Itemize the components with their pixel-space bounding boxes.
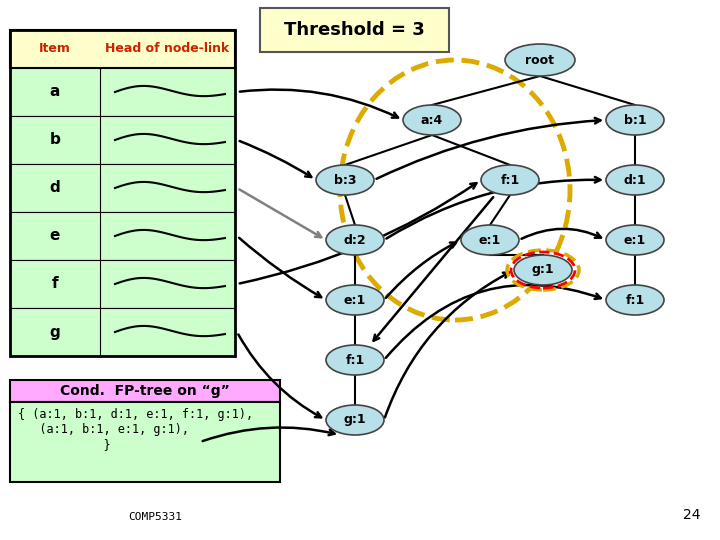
Text: e:1: e:1 <box>344 294 366 307</box>
Text: Item: Item <box>39 43 71 56</box>
Text: b:3: b:3 <box>334 173 356 186</box>
Text: d: d <box>50 180 60 195</box>
FancyBboxPatch shape <box>10 212 235 260</box>
Text: root: root <box>526 53 554 66</box>
Ellipse shape <box>514 255 572 285</box>
Ellipse shape <box>481 165 539 195</box>
Ellipse shape <box>326 225 384 255</box>
Text: d:1: d:1 <box>624 173 647 186</box>
Ellipse shape <box>461 225 519 255</box>
Text: a:4: a:4 <box>421 113 443 126</box>
FancyBboxPatch shape <box>10 402 280 482</box>
Ellipse shape <box>326 345 384 375</box>
Text: { (a:1, b:1, d:1, e:1, f:1, g:1),
   (a:1, b:1, e:1, g:1),
            }: { (a:1, b:1, d:1, e:1, f:1, g:1), (a:1, … <box>18 408 253 451</box>
Ellipse shape <box>606 285 664 315</box>
Text: g:1: g:1 <box>531 264 554 276</box>
Ellipse shape <box>505 44 575 76</box>
Text: a: a <box>50 84 60 99</box>
FancyBboxPatch shape <box>10 380 280 402</box>
FancyBboxPatch shape <box>260 8 449 52</box>
Text: d:2: d:2 <box>343 233 366 246</box>
Text: f:1: f:1 <box>346 354 364 367</box>
FancyBboxPatch shape <box>10 116 235 164</box>
Text: g:1: g:1 <box>343 414 366 427</box>
Text: b:1: b:1 <box>624 113 647 126</box>
Ellipse shape <box>326 405 384 435</box>
Text: Cond.  FP-tree on “g”: Cond. FP-tree on “g” <box>60 384 230 398</box>
FancyBboxPatch shape <box>10 68 235 116</box>
Ellipse shape <box>316 165 374 195</box>
Ellipse shape <box>606 105 664 135</box>
Text: 24: 24 <box>683 508 700 522</box>
Text: f: f <box>52 276 58 292</box>
FancyBboxPatch shape <box>10 30 235 68</box>
Ellipse shape <box>606 165 664 195</box>
FancyBboxPatch shape <box>10 308 235 356</box>
FancyBboxPatch shape <box>10 164 235 212</box>
Ellipse shape <box>403 105 461 135</box>
Text: g: g <box>50 325 60 340</box>
Ellipse shape <box>606 225 664 255</box>
Text: COMP5331: COMP5331 <box>128 512 182 522</box>
Text: e:1: e:1 <box>624 233 646 246</box>
Text: f:1: f:1 <box>500 173 520 186</box>
Text: Head of node-link: Head of node-link <box>105 43 230 56</box>
Text: e: e <box>50 228 60 244</box>
Text: e:1: e:1 <box>479 233 501 246</box>
Ellipse shape <box>326 285 384 315</box>
FancyBboxPatch shape <box>10 260 235 308</box>
Text: Threshold = 3: Threshold = 3 <box>284 21 424 39</box>
Text: f:1: f:1 <box>626 294 644 307</box>
Text: b: b <box>50 132 60 147</box>
